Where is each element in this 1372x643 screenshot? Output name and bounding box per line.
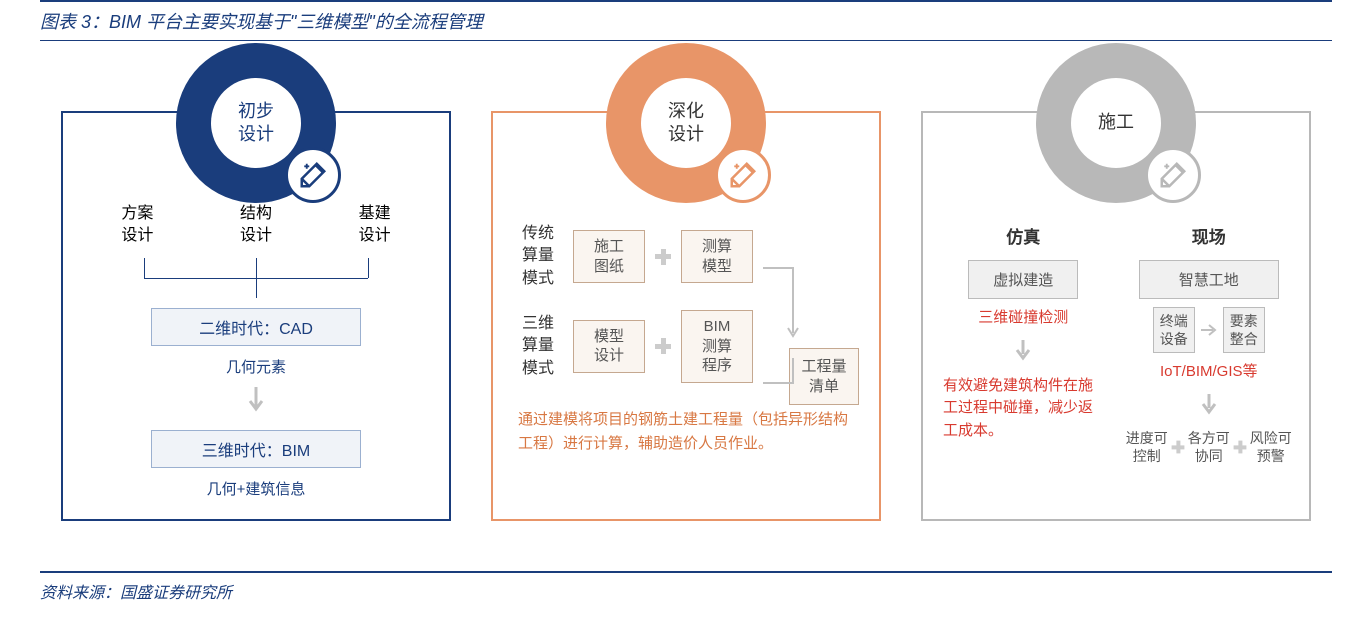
panel-construction: 施工 仿真 虚拟建造 三维碰撞检测 有效避免建筑构件在施工过程中碰撞，减少返工成… [921,111,1311,521]
red-collision: 三维碰撞检测 [938,307,1109,330]
ring3-label: 施工 [1098,111,1134,134]
bot-progress: 进度可控制 [1126,429,1168,465]
plus-icon [1171,441,1184,454]
ring-2: 深化 设计 [606,43,766,203]
box-3d-bim: 三维时代：BIM [151,430,361,468]
plus-icon [1233,441,1246,454]
box-element: 要素整合 [1223,307,1265,353]
ring2-label-l1: 深化 [668,101,704,121]
p1-item-scheme: 方案设计 [121,203,153,248]
ring1-label-l1: 初步 [238,101,274,121]
red-iot: IoT/BIM/GIS等 [1124,361,1295,384]
col-simulation: 仿真 虚拟建造 三维碰撞检测 有效避免建筑构件在施工过程中碰撞，减少返工成本。 [938,223,1109,465]
plus-icon [655,338,671,354]
red-avoid: 有效避免建筑构件在施工过程中碰撞，减少返工成本。 [938,375,1109,443]
head-site: 现场 [1124,223,1295,248]
panel-preliminary-design: 初步 设计 方案设计 结构设计 [61,111,451,521]
arrow-right-icon [1199,323,1219,337]
source-text: 资料来源：国盛证券研究所 [40,579,1332,603]
sub-geometry: 几何元素 [63,356,449,377]
box-quantity-list: 工程量清单 [789,348,859,405]
row-traditional: 传统 算量 模式 施工图纸 测算模型 [493,213,879,300]
arrow-down-icon [1199,392,1219,416]
box-drawings: 施工图纸 [573,230,645,283]
box-2d-cad: 二维时代：CAD [151,308,361,346]
p1-item-structure: 结构设计 [240,203,272,248]
arrow-down-1 [63,385,449,420]
col-site: 现场 智慧工地 终端设备 要素整合 IoT/BIM/GIS等 [1124,223,1295,465]
bot-risk: 风险可预警 [1250,429,1292,465]
ring-1: 初步 设计 [176,43,336,203]
design-icon [285,147,341,203]
p1-item-infra: 基建设计 [359,203,391,248]
diagram-panels: 初步 设计 方案设计 结构设计 [40,111,1332,551]
ring-3: 施工 [1036,43,1196,203]
result-box-wrap: 工程量清单 [789,348,859,405]
box-virtual-build: 虚拟建造 [968,260,1078,299]
design-icon [1145,147,1201,203]
head-simulation: 仿真 [938,223,1109,248]
connector-lines [108,258,404,298]
ring2-label-l2: 设计 [668,124,704,144]
arrow-down-icon [1013,338,1033,362]
sub-geo-info: 几何+建筑信息 [63,478,449,499]
chart-title: 图表 3：BIM 平台主要实现基于"三维模型"的全流程管理 [40,8,1332,34]
box-bim-calc: BIM测算程序 [681,310,753,383]
plus-icon [655,249,671,265]
bot-collab: 各方可协同 [1188,429,1230,465]
box-calc-model: 测算模型 [681,230,753,283]
ring1-label-l2: 设计 [238,124,274,144]
box-smart-site: 智慧工地 [1139,260,1279,299]
panel-detailed-design: 深化 设计 传统 算量 模式 [491,111,881,521]
box-model-design: 模型设计 [573,320,645,373]
box-terminal: 终端设备 [1153,307,1195,353]
design-icon [715,147,771,203]
